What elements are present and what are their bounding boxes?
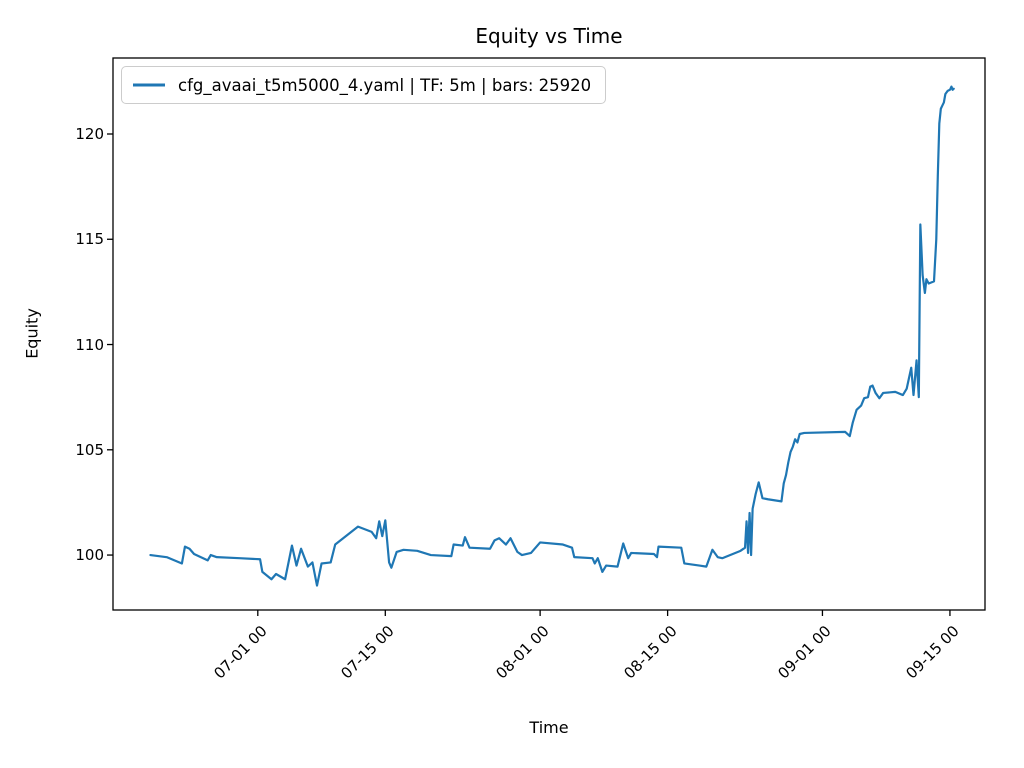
legend: cfg_avaai_t5m5000_4.yaml | TF: 5m | bars… — [121, 66, 607, 104]
axes-spines — [112, 57, 986, 611]
y-tick-label: 110 — [75, 335, 104, 354]
y-tick-label: 115 — [75, 230, 104, 249]
x-axis-label: Time — [529, 718, 569, 737]
y-tick-label: 120 — [75, 125, 104, 143]
chart-title: Equity vs Time — [475, 24, 623, 48]
legend-series-label: cfg_avaai_t5m5000_4.yaml | TF: 5m | bars… — [178, 75, 592, 95]
legend-line-swatch — [133, 83, 165, 87]
equity-line — [149, 85, 955, 587]
y-tick-label: 105 — [75, 440, 104, 459]
y-tick-label: 100 — [75, 546, 104, 565]
